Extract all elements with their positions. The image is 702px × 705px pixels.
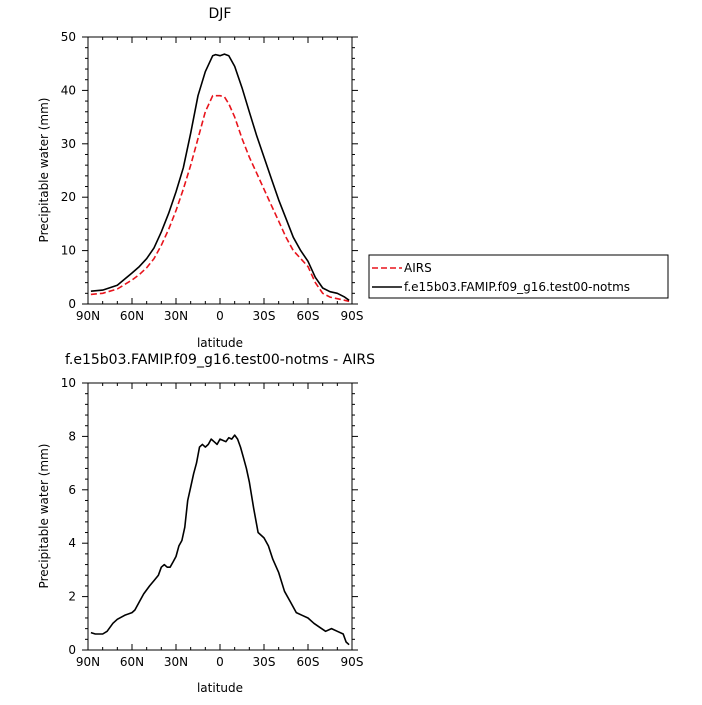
- series-line-model: [90, 53, 350, 301]
- y-tick-label: 20: [61, 190, 76, 204]
- legend: AIRS f.e15b03.FAMIP.f09_g16.test00-notms: [368, 254, 669, 299]
- x-tick-label: 0: [216, 655, 224, 669]
- chart-title: f.e15b03.FAMIP.f09_g16.test00-notms - AI…: [65, 352, 375, 368]
- y-tick-label: 0: [68, 297, 76, 311]
- y-tick-label: 0: [68, 643, 76, 657]
- y-tick-label: 8: [68, 429, 76, 443]
- series-line-airs: [90, 94, 350, 303]
- x-ticks: 90N 60N 30N 0 30S 60S 90S: [76, 37, 364, 323]
- x-tick-label: 90S: [341, 655, 364, 669]
- series-group: [90, 53, 350, 303]
- x-ticks: 90N 60N 30N 0 30S 60S 90S: [76, 383, 364, 669]
- x-tick-label: 30N: [164, 309, 188, 323]
- x-tick-label: 30N: [164, 655, 188, 669]
- panel-top: DJF 90N 60N 30N 0 30S 60S 90S 0 10 20 30 40 50 lati…: [37, 6, 363, 350]
- x-tick-label: 60N: [120, 655, 144, 669]
- x-tick-label: 30S: [253, 309, 276, 323]
- legend-box: [368, 254, 669, 299]
- panel-bottom: f.e15b03.FAMIP.f09_g16.test00-notms - AI…: [37, 352, 375, 695]
- legend-label-model: f.e15b03.FAMIP.f09_g16.test00-notms: [404, 280, 630, 294]
- legend-label-airs: AIRS: [404, 261, 432, 275]
- x-tick-label: 90S: [341, 309, 364, 323]
- y-tick-label: 2: [68, 590, 76, 604]
- x-tick-label: 60S: [297, 655, 320, 669]
- x-tick-label: 30S: [253, 655, 276, 669]
- series-line-model: [90, 434, 350, 646]
- y-ticks: 0 10 20 30 40 50: [61, 30, 358, 311]
- y-tick-label: 40: [61, 83, 76, 97]
- x-tick-label: 90N: [76, 655, 100, 669]
- plot-frame: [87, 36, 353, 305]
- y-tick-label: 6: [68, 483, 76, 497]
- series-group: [90, 434, 350, 646]
- x-tick-label: 0: [216, 309, 224, 323]
- y-tick-label: 50: [61, 30, 76, 44]
- y-tick-label: 30: [61, 137, 76, 151]
- y-axis-label: Precipitable water (mm): [37, 98, 51, 243]
- x-tick-label: 90N: [76, 309, 100, 323]
- chart-title: DJF: [209, 6, 232, 22]
- y-axis-label: Precipitable water (mm): [37, 444, 51, 589]
- plot-frame: [87, 382, 353, 651]
- x-tick-label: 60S: [297, 309, 320, 323]
- y-tick-label: 10: [61, 244, 76, 258]
- x-axis-label: latitude: [197, 336, 243, 350]
- y-tick-label: 4: [68, 536, 76, 550]
- y-ticks: 0 2 4 6 8 10: [61, 376, 358, 657]
- x-axis-label: latitude: [197, 681, 243, 695]
- x-tick-label: 60N: [120, 309, 144, 323]
- y-tick-label: 10: [61, 376, 76, 390]
